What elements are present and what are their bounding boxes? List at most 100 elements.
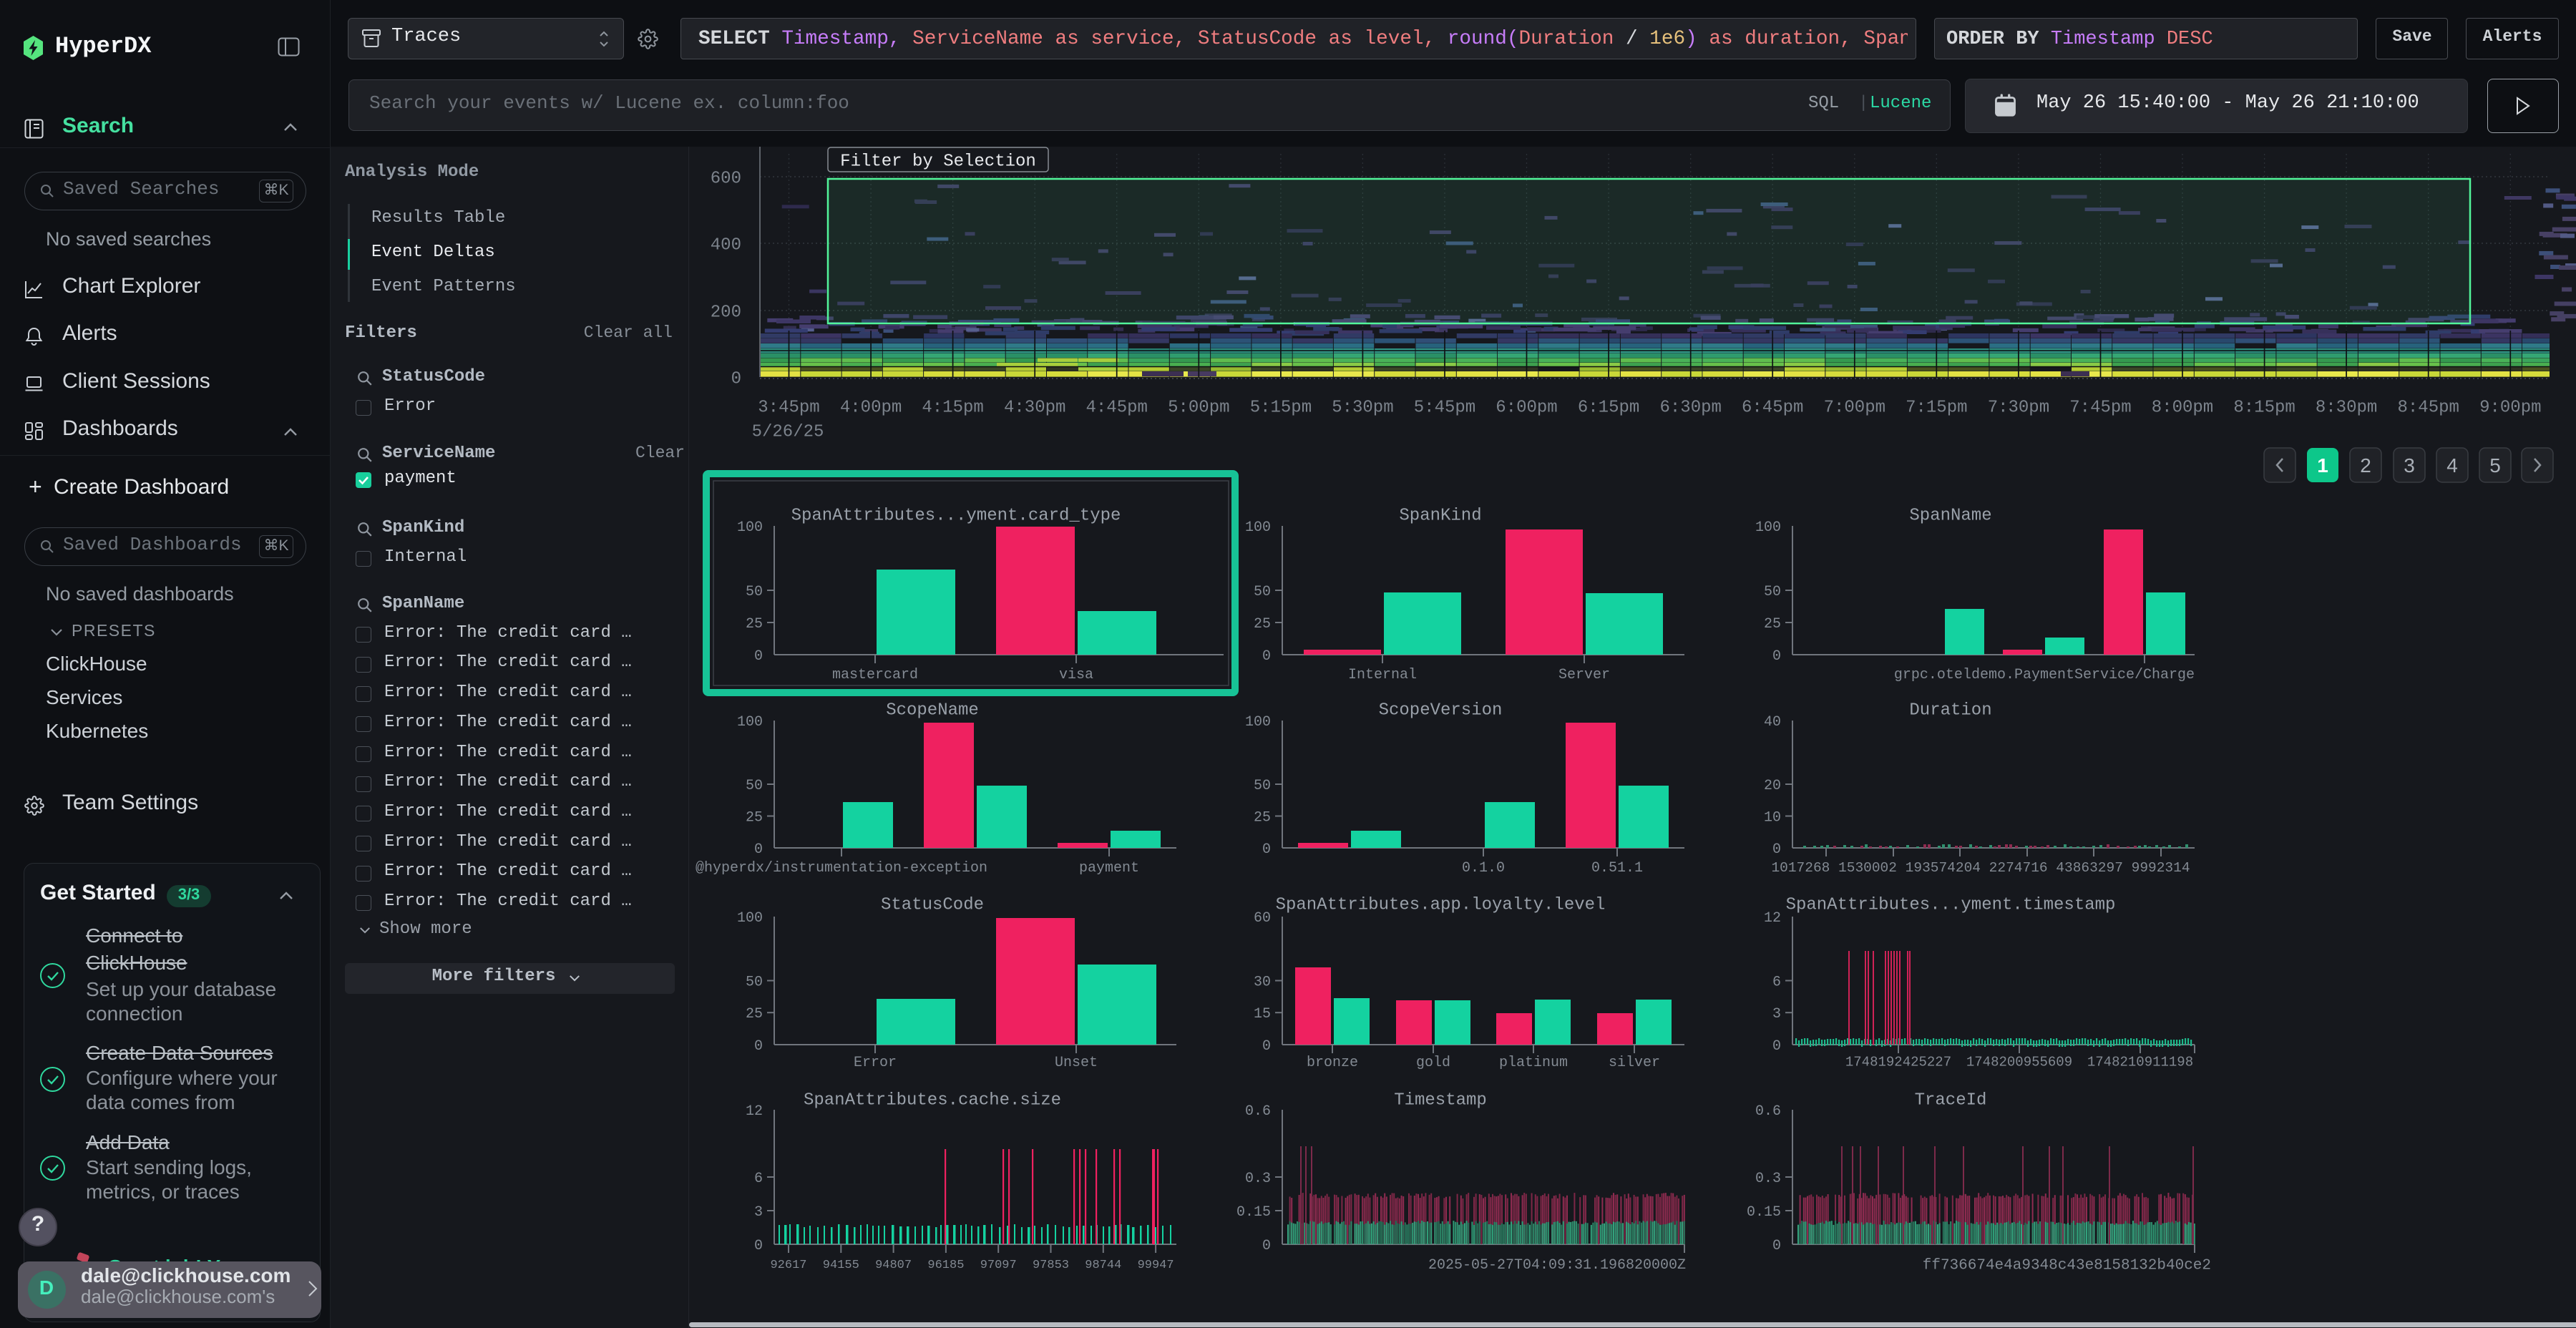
svg-text:4: 4 xyxy=(2446,454,2458,477)
svg-text:98744: 98744 xyxy=(1085,1259,1121,1272)
svg-text:6:15pm: 6:15pm xyxy=(1578,398,1639,417)
svg-text:8:30pm: 8:30pm xyxy=(2316,398,2377,417)
svg-text:Error: Error xyxy=(854,1055,897,1071)
svg-text:97853: 97853 xyxy=(1033,1259,1069,1272)
svg-text:100: 100 xyxy=(737,519,763,536)
svg-text:0: 0 xyxy=(754,841,763,858)
svg-text:TraceId: TraceId xyxy=(1915,1090,1987,1110)
svg-text:0.3: 0.3 xyxy=(1755,1171,1781,1187)
svg-text:7:00pm: 7:00pm xyxy=(1824,398,1885,417)
svg-text:@hyperdx/instrumentation-excep: @hyperdx/instrumentation-exception xyxy=(696,860,987,877)
svg-text:SpanKind: SpanKind xyxy=(1399,506,1481,525)
svg-text:5:45pm: 5:45pm xyxy=(1414,398,1475,417)
svg-text:ff736674e4a9348c43e8158132b40c: ff736674e4a9348c43e8158132b40ce2 xyxy=(1923,1257,2211,1274)
svg-text:0: 0 xyxy=(754,648,763,665)
svg-text:97097: 97097 xyxy=(980,1259,1017,1272)
svg-text:0.6: 0.6 xyxy=(1755,1103,1781,1120)
svg-text:25: 25 xyxy=(746,616,763,633)
svg-text:5:30pm: 5:30pm xyxy=(1332,398,1393,417)
svg-text:94807: 94807 xyxy=(875,1259,912,1272)
svg-text:99947: 99947 xyxy=(1138,1259,1174,1272)
svg-text:0: 0 xyxy=(1772,648,1781,665)
svg-text:0.6: 0.6 xyxy=(1245,1103,1271,1120)
svg-text:0.1.0: 0.1.0 xyxy=(1462,860,1505,877)
svg-text:5:00pm: 5:00pm xyxy=(1168,398,1229,417)
svg-text:0: 0 xyxy=(731,369,741,389)
svg-text:SpanAttributes.cache.size: SpanAttributes.cache.size xyxy=(804,1090,1061,1110)
svg-text:6:30pm: 6:30pm xyxy=(1659,398,1721,417)
svg-text:100: 100 xyxy=(1245,714,1271,731)
svg-text:0: 0 xyxy=(1262,1238,1271,1254)
svg-text:50: 50 xyxy=(1254,584,1271,600)
svg-text:1: 1 xyxy=(2317,454,2328,477)
svg-text:visa: visa xyxy=(1059,667,1093,683)
svg-text:0: 0 xyxy=(1772,1038,1781,1055)
svg-text:8:45pm: 8:45pm xyxy=(2397,398,2459,417)
svg-text:92617: 92617 xyxy=(770,1259,806,1272)
svg-text:ScopeVersion: ScopeVersion xyxy=(1379,700,1503,720)
svg-text:25: 25 xyxy=(1254,810,1271,826)
svg-text:9:00pm: 9:00pm xyxy=(2479,398,2541,417)
svg-text:0: 0 xyxy=(1262,648,1271,665)
svg-text:SpanAttributes...yment.timesta: SpanAttributes...yment.timestamp xyxy=(1786,895,2116,914)
svg-text:3: 3 xyxy=(754,1204,763,1221)
svg-text:3:45pm: 3:45pm xyxy=(758,398,819,417)
svg-text:0: 0 xyxy=(754,1038,763,1055)
svg-text:Server: Server xyxy=(1558,667,1610,683)
svg-text:Filter by Selection: Filter by Selection xyxy=(840,152,1036,171)
svg-text:200: 200 xyxy=(711,303,741,322)
svg-text:SpanAttributes...yment.card_ty: SpanAttributes...yment.card_type xyxy=(791,506,1121,525)
svg-text:20: 20 xyxy=(1764,778,1781,794)
svg-text:0.51.1: 0.51.1 xyxy=(1591,860,1643,877)
svg-text:100: 100 xyxy=(1755,519,1781,536)
svg-text:platinum: platinum xyxy=(1499,1055,1568,1071)
svg-text:60: 60 xyxy=(1254,910,1271,927)
svg-text:7:15pm: 7:15pm xyxy=(1906,398,1967,417)
svg-text:25: 25 xyxy=(746,810,763,826)
svg-text:1748200955609: 1748200955609 xyxy=(1966,1055,2072,1070)
svg-text:0.3: 0.3 xyxy=(1245,1171,1271,1187)
svg-text:0: 0 xyxy=(1772,1238,1781,1254)
svg-text:SpanName: SpanName xyxy=(1909,506,1991,525)
svg-text:0.15: 0.15 xyxy=(1747,1204,1781,1221)
svg-text:1748192425227: 1748192425227 xyxy=(1845,1055,1951,1070)
svg-text:6:00pm: 6:00pm xyxy=(1496,398,1557,417)
svg-text:3: 3 xyxy=(1772,1006,1781,1022)
svg-text:StatusCode: StatusCode xyxy=(881,895,984,914)
svg-text:400: 400 xyxy=(711,235,741,255)
svg-text:50: 50 xyxy=(1764,584,1781,600)
svg-text:25: 25 xyxy=(746,1006,763,1022)
svg-text:Unset: Unset xyxy=(1055,1055,1098,1071)
svg-text:4:15pm: 4:15pm xyxy=(922,398,983,417)
svg-text:4:00pm: 4:00pm xyxy=(840,398,902,417)
svg-text:50: 50 xyxy=(746,975,763,991)
svg-text:8:00pm: 8:00pm xyxy=(2152,398,2213,417)
svg-text:6: 6 xyxy=(1772,975,1781,991)
svg-text:7:30pm: 7:30pm xyxy=(1988,398,2049,417)
svg-text:grpc.oteldemo.PaymentService/C: grpc.oteldemo.PaymentService/Charge xyxy=(1894,667,2195,683)
svg-text:bronze: bronze xyxy=(1307,1055,1358,1071)
svg-text:0: 0 xyxy=(1772,841,1781,858)
svg-text:mastercard: mastercard xyxy=(832,667,918,683)
svg-text:10: 10 xyxy=(1764,810,1781,826)
svg-text:7:45pm: 7:45pm xyxy=(2069,398,2131,417)
svg-text:2025-05-27T04:09:31.196820000Z: 2025-05-27T04:09:31.196820000Z xyxy=(1428,1257,1686,1274)
svg-text:1017268 1530002 193574204 2274: 1017268 1530002 193574204 2274716 438632… xyxy=(1771,860,2190,876)
svg-text:5: 5 xyxy=(2489,454,2501,477)
svg-text:Timestamp: Timestamp xyxy=(1394,1090,1487,1110)
svg-text:8:15pm: 8:15pm xyxy=(2233,398,2295,417)
svg-text:40: 40 xyxy=(1764,714,1781,731)
svg-text:6:45pm: 6:45pm xyxy=(1742,398,1803,417)
svg-text:5:15pm: 5:15pm xyxy=(1250,398,1312,417)
svg-text:0: 0 xyxy=(1262,841,1271,858)
svg-text:4:45pm: 4:45pm xyxy=(1085,398,1147,417)
svg-text:0.15: 0.15 xyxy=(1236,1204,1271,1221)
svg-text:ScopeName: ScopeName xyxy=(886,700,979,720)
svg-text:12: 12 xyxy=(1764,910,1781,927)
svg-text:12: 12 xyxy=(746,1103,763,1120)
svg-text:30: 30 xyxy=(1254,975,1271,991)
svg-text:600: 600 xyxy=(711,169,741,188)
svg-text:1748210911198: 1748210911198 xyxy=(2087,1055,2193,1070)
svg-text:25: 25 xyxy=(1254,616,1271,633)
svg-text:gold: gold xyxy=(1416,1055,1450,1071)
